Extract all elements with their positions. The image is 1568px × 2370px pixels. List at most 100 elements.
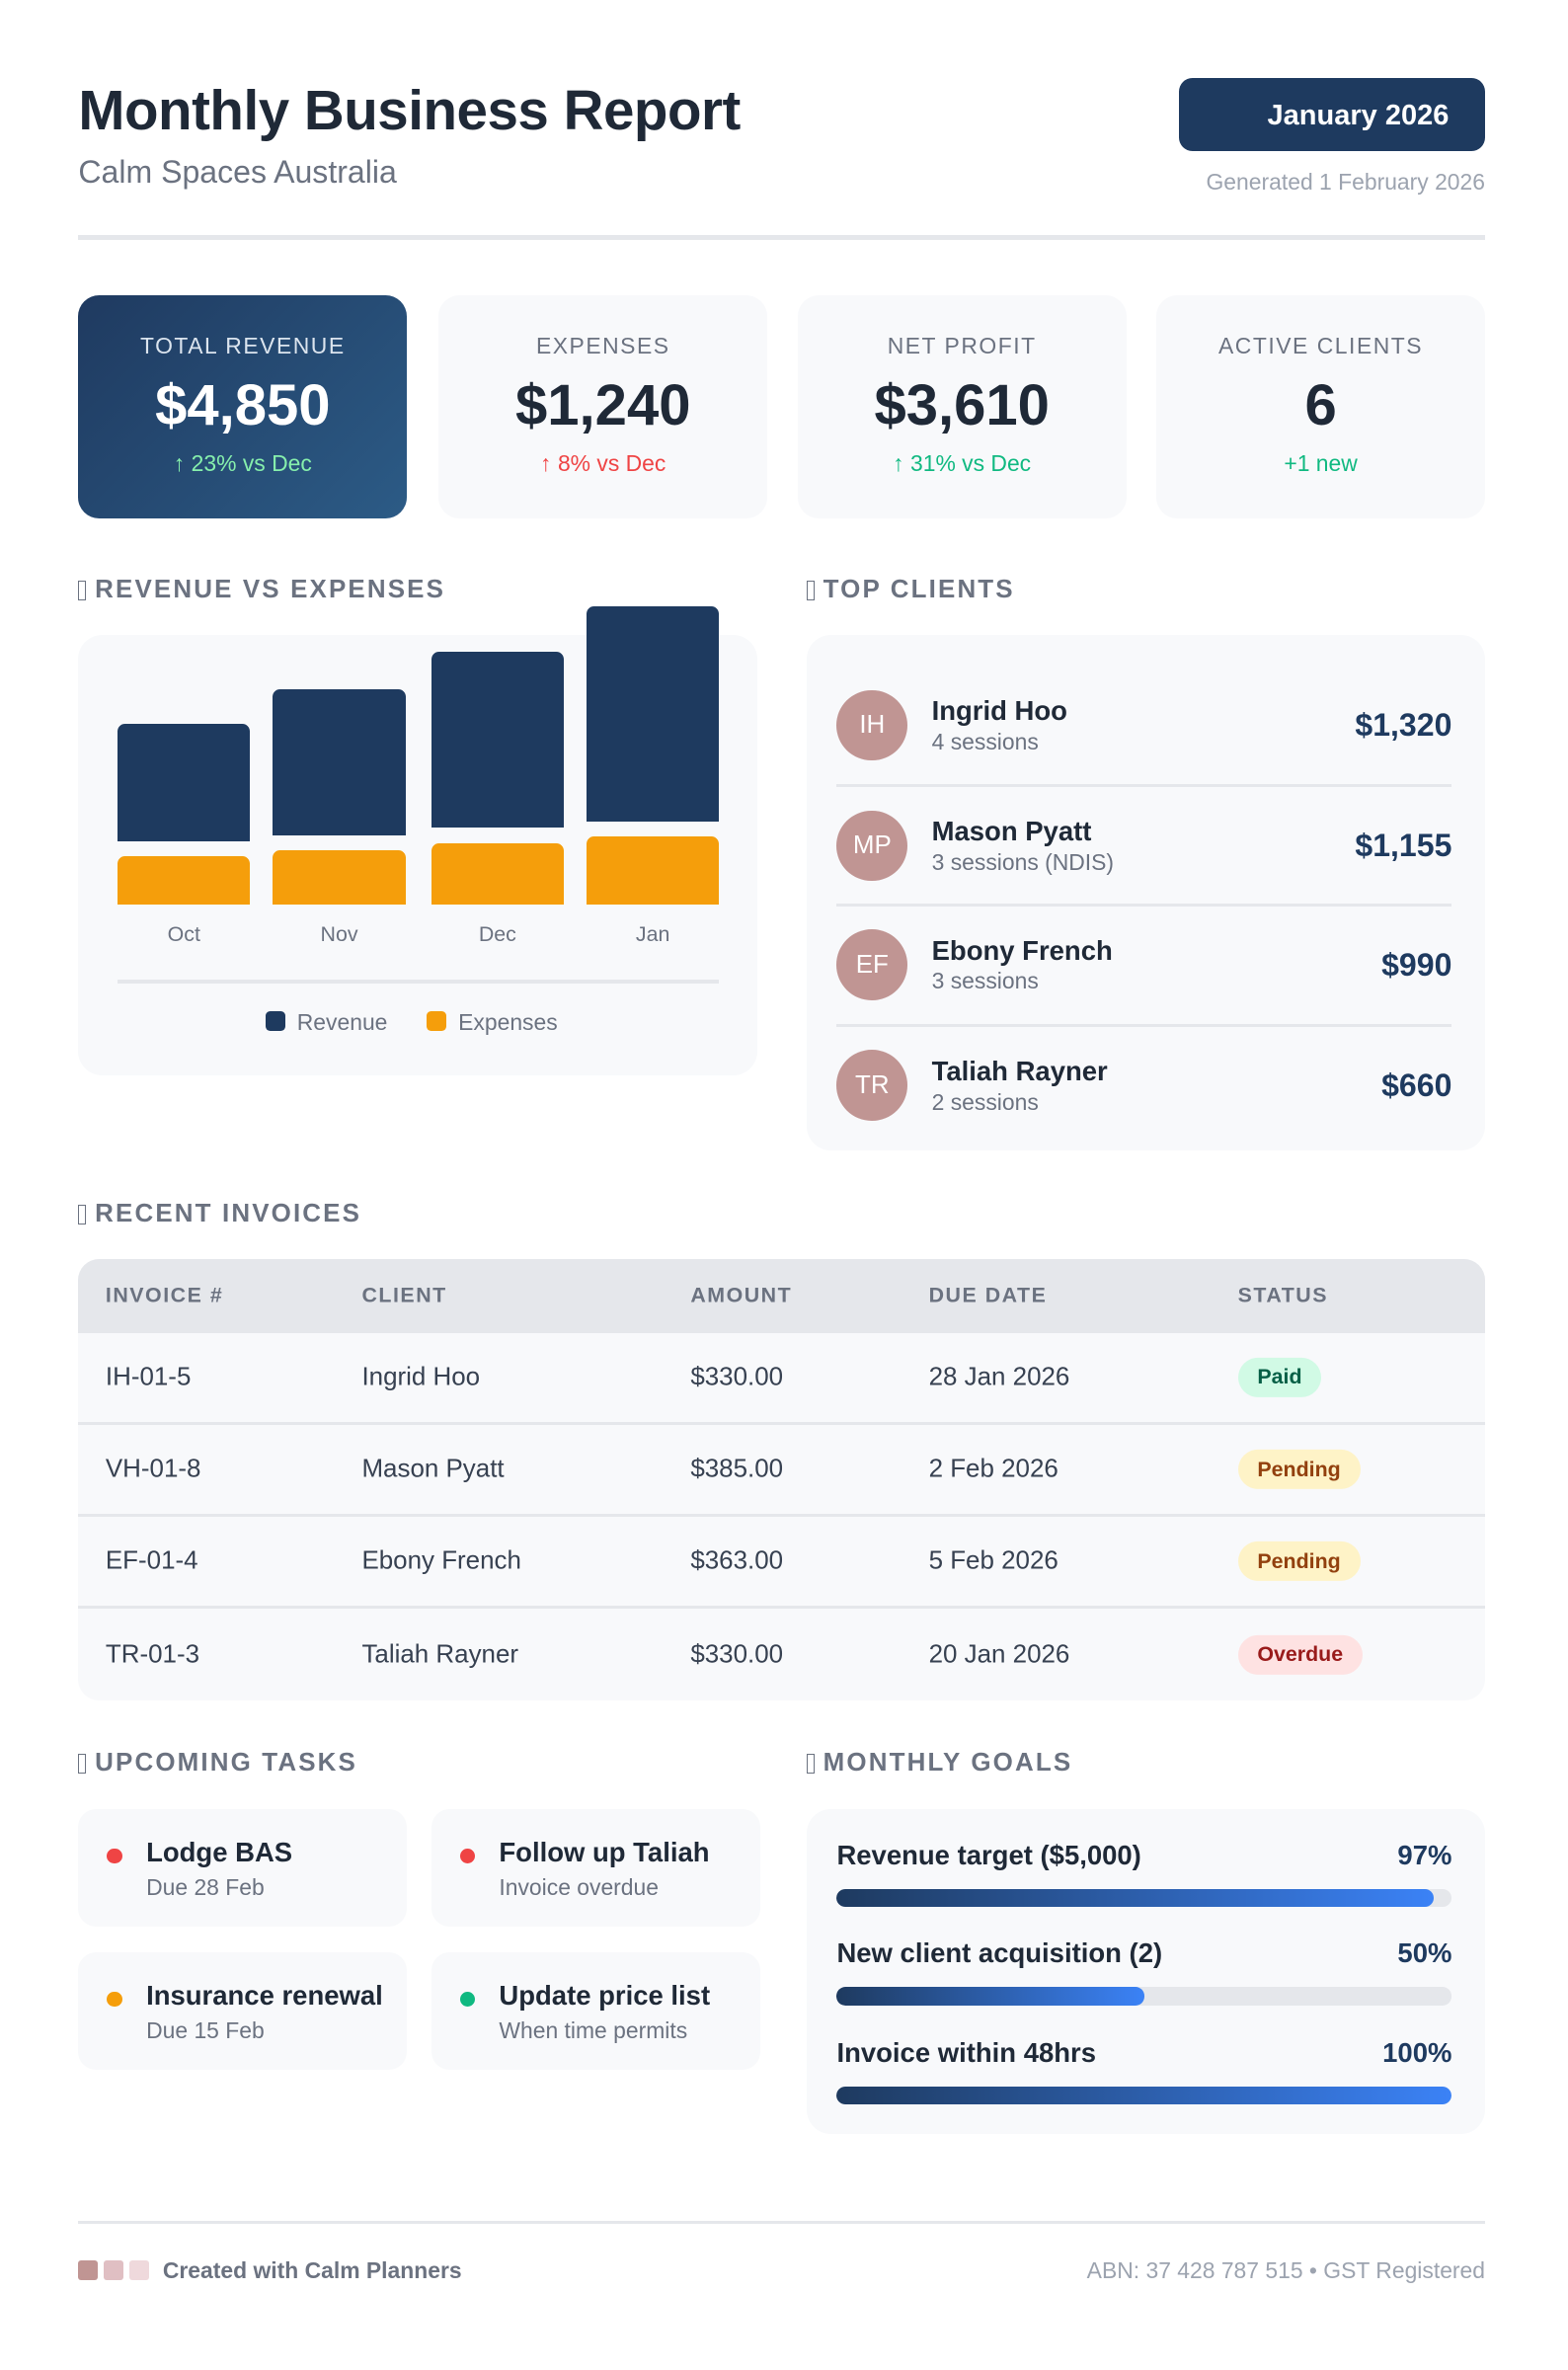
- section-title-goals: MONTHLY GOALS: [806, 1749, 1072, 1778]
- top-clients-card: [806, 634, 1485, 1151]
- footer-divider: [78, 2221, 1485, 2225]
- invoice-due: 20 Jan 2026: [928, 1640, 1070, 1669]
- company-name: Calm Spaces Australia: [78, 153, 397, 190]
- task-subtitle: Invoice overdue: [499, 1873, 659, 1900]
- avatar: TR: [836, 1050, 908, 1122]
- chart-legend: Revenue Expenses: [265, 1008, 558, 1036]
- kpi-active-clients: ACTIVE CLIENTS 6 +1 new: [1156, 295, 1485, 519]
- invoice-amount: $385.00: [690, 1455, 784, 1483]
- task-card: Follow up Taliah Invoice overdue: [431, 1809, 760, 1928]
- invoices-table: INVOICE # CLIENT AMOUNT DUE DATE STATUS …: [78, 1258, 1485, 1701]
- col-status: STATUS: [1237, 1283, 1329, 1307]
- x-tick-label: Dec: [478, 922, 516, 947]
- kpi-value: 6: [1304, 372, 1337, 437]
- chart-icon: [78, 580, 87, 600]
- bar-revenue-jan: [586, 605, 720, 823]
- progress-fill: [836, 2087, 1452, 2105]
- invoice-amount: $330.00: [690, 1363, 784, 1391]
- client-amount: $1,155: [1355, 828, 1452, 864]
- bar-revenue-nov: [273, 688, 406, 836]
- progress-fill: [836, 1987, 1144, 2006]
- bar-revenue-dec: [431, 651, 565, 829]
- kpi-change: ↑ 31% vs Dec: [893, 449, 1032, 476]
- users-icon: [806, 580, 815, 600]
- goal-progress-bar: [836, 1889, 1452, 1908]
- task-card: Lodge BAS Due 28 Feb: [78, 1809, 408, 1928]
- brand-swatch-icon: [129, 2260, 150, 2281]
- kpi-total-revenue: TOTAL REVENUE $4,850 ↑ 23% vs Dec: [78, 295, 408, 519]
- goal-progress-bar: [836, 1987, 1452, 2006]
- client-row: EF Ebony French 3 sessions $990: [836, 919, 1451, 1010]
- col-client: CLIENT: [361, 1283, 447, 1307]
- client-sessions: 4 sessions: [931, 728, 1039, 754]
- client-row: IH Ingrid Hoo 4 sessions $1,320: [836, 680, 1451, 771]
- period-badge: January 2026: [1179, 78, 1485, 151]
- kpi-change: ↑ 23% vs Dec: [173, 449, 312, 476]
- task-title: Lodge BAS: [146, 1836, 293, 1867]
- invoice-due: 28 Jan 2026: [928, 1363, 1070, 1391]
- invoice-id: IH-01-5: [105, 1363, 192, 1391]
- kpi-value: $4,850: [155, 372, 331, 437]
- col-amount: AMOUNT: [690, 1283, 793, 1307]
- col-invoice: INVOICE #: [105, 1283, 224, 1307]
- footer-credit: Created with Calm Planners: [78, 2256, 462, 2284]
- goal-item: Revenue target ($5,000) 97%: [836, 1840, 1452, 1908]
- avatar: IH: [836, 689, 908, 761]
- invoice-id: EF-01-4: [105, 1546, 198, 1575]
- section-title-tasks: UPCOMING TASKS: [78, 1749, 357, 1778]
- footer-abn: ABN: 37 428 787 515 • GST Registered: [1086, 2256, 1486, 2283]
- goal-label: New client acquisition (2): [836, 1937, 1163, 1969]
- priority-dot-icon: [459, 1992, 475, 2008]
- client-amount: $990: [1381, 946, 1452, 983]
- legend-swatch: [427, 1011, 446, 1032]
- kpi-value: $3,610: [874, 372, 1050, 437]
- task-title: Follow up Taliah: [499, 1836, 710, 1867]
- goal-item: New client acquisition (2) 50%: [836, 1937, 1452, 2006]
- client-sessions: 3 sessions (NDIS): [931, 848, 1115, 875]
- kpi-label: ACTIVE CLIENTS: [1218, 333, 1424, 359]
- legend-swatch: [265, 1011, 285, 1032]
- invoice-due: 5 Feb 2026: [928, 1546, 1058, 1575]
- priority-dot-icon: [107, 1992, 122, 2008]
- task-card: Update price list When time permits: [431, 1952, 760, 2071]
- generated-date: Generated 1 February 2026: [1206, 169, 1486, 195]
- brand-swatch-icon: [78, 2260, 99, 2281]
- client-name: Mason Pyatt: [931, 816, 1092, 847]
- client-amount: $660: [1381, 1066, 1452, 1103]
- kpi-label: EXPENSES: [535, 333, 670, 359]
- x-tick-label: Jan: [635, 922, 670, 947]
- task-title: Insurance renewal: [146, 1979, 383, 2011]
- status-badge: Overdue: [1237, 1634, 1363, 1675]
- invoice-client: Taliah Rayner: [361, 1640, 519, 1669]
- section-title-invoices: RECENT INVOICES: [78, 1200, 361, 1228]
- kpi-net-profit: NET PROFIT $3,610 ↑ 31% vs Dec: [797, 295, 1127, 519]
- table-row: VH-01-8 Mason Pyatt $385.00 2 Feb 2026 P…: [78, 1425, 1485, 1518]
- client-amount: $1,320: [1355, 706, 1452, 743]
- invoice-id: TR-01-3: [105, 1640, 200, 1669]
- task-card: Insurance renewal Due 15 Feb: [78, 1952, 408, 2071]
- client-name: Ebony French: [931, 934, 1113, 966]
- table-row: EF-01-4 Ebony French $363.00 5 Feb 2026 …: [78, 1517, 1485, 1610]
- task-title: Update price list: [499, 1979, 711, 2011]
- avatar: EF: [836, 929, 908, 1001]
- progress-fill: [836, 1889, 1434, 1908]
- x-tick-label: Oct: [167, 922, 200, 947]
- document-icon: [78, 1205, 87, 1224]
- task-subtitle: When time permits: [499, 2017, 688, 2044]
- footer-credit-text: Created with Calm Planners: [162, 2256, 462, 2283]
- invoice-client: Ingrid Hoo: [361, 1363, 481, 1391]
- goals-card: [806, 1809, 1485, 2134]
- legend-label: Expenses: [458, 1008, 558, 1035]
- section-title-clients: TOP CLIENTS: [806, 576, 1015, 604]
- table-header: INVOICE # CLIENT AMOUNT DUE DATE STATUS: [78, 1258, 1485, 1333]
- bar-expenses-dec: [431, 842, 565, 906]
- legend-revenue: Revenue: [265, 1009, 387, 1036]
- task-subtitle: Due 15 Feb: [146, 2017, 265, 2044]
- priority-dot-icon: [107, 1848, 122, 1864]
- target-icon: [806, 1753, 815, 1774]
- section-label: REVENUE VS EXPENSES: [95, 576, 446, 604]
- invoice-client: Mason Pyatt: [361, 1455, 505, 1483]
- table-row: TR-01-3 Taliah Rayner $330.00 20 Jan 202…: [78, 1609, 1485, 1700]
- goal-percent: 100%: [1382, 2036, 1452, 2068]
- kpi-change: ↑ 8% vs Dec: [540, 449, 666, 476]
